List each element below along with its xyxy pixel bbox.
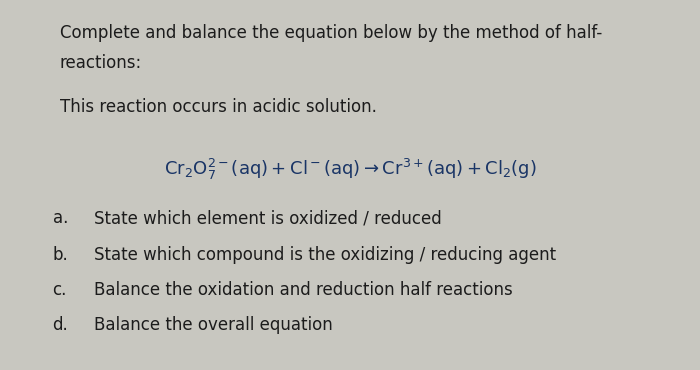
Text: b.: b. [52, 246, 69, 264]
Text: a.: a. [52, 209, 68, 227]
Text: d.: d. [52, 316, 69, 334]
Text: reactions:: reactions: [60, 54, 141, 72]
Text: State which element is oxidized / reduced: State which element is oxidized / reduce… [94, 209, 442, 227]
Text: Complete and balance the equation below by the method of half-: Complete and balance the equation below … [60, 24, 602, 42]
Text: State which compound is the oxidizing / reducing agent: State which compound is the oxidizing / … [94, 246, 556, 264]
Text: $\mathrm{Cr_2O_7^{2-}(aq) + Cl^-(aq) \rightarrow Cr^{3+}(aq) + Cl_2(g)}$: $\mathrm{Cr_2O_7^{2-}(aq) + Cl^-(aq) \ri… [164, 157, 536, 182]
Text: This reaction occurs in acidic solution.: This reaction occurs in acidic solution. [60, 98, 377, 116]
Text: c.: c. [52, 281, 67, 299]
Text: Balance the overall equation: Balance the overall equation [94, 316, 333, 334]
Text: Balance the oxidation and reduction half reactions: Balance the oxidation and reduction half… [94, 281, 513, 299]
